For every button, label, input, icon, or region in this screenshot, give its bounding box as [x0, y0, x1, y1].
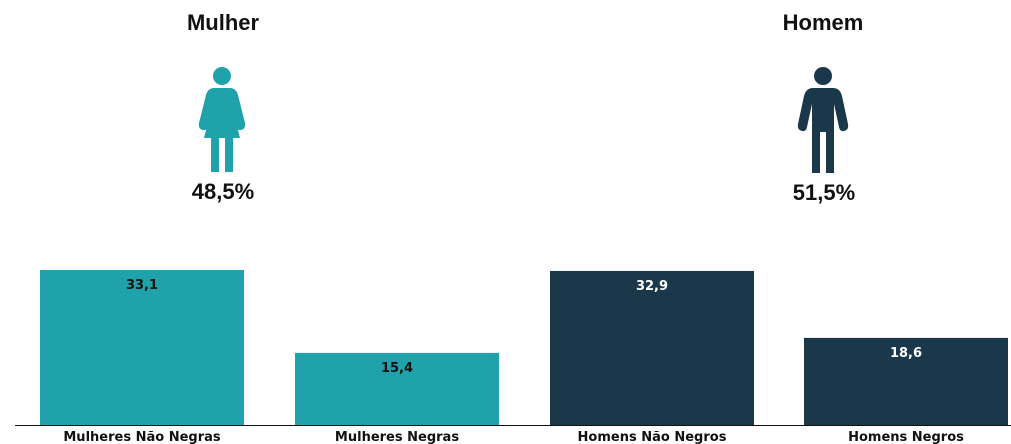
- group-percent-homem: 51,5%: [793, 180, 855, 205]
- category-labels: Mulheres Não Negras Mulheres Negras Homens…: [63, 430, 964, 444]
- bar-value-label-4: 18,6: [890, 346, 922, 361]
- group-title-mulher: Mulher: [187, 10, 260, 35]
- bar-value-label-2: 15,4: [381, 361, 413, 376]
- bar-1: [40, 270, 244, 425]
- bar-4: [804, 337, 1008, 425]
- group-homem: Homem 51,5%: [783, 10, 864, 205]
- group-mulher: Mulher 48,5%: [187, 10, 260, 204]
- category-label-3: Homens Não Negros: [578, 430, 727, 444]
- group-title-homem: Homem: [783, 10, 864, 35]
- woman-icon: [198, 67, 246, 172]
- bar-value-label-1: 33,1: [126, 278, 158, 293]
- category-label-1: Mulheres Não Negras: [63, 430, 221, 444]
- bar-2: [295, 352, 499, 425]
- group-percent-mulher: 48,5%: [192, 179, 254, 204]
- bar-series: 33,1 15,4 32,9 18,6: [40, 270, 1008, 425]
- bar-value-label-3: 32,9: [636, 279, 668, 294]
- man-icon: [797, 67, 849, 173]
- bar-3: [550, 270, 754, 425]
- category-label-2: Mulheres Negras: [335, 430, 459, 444]
- category-label-4: Homens Negros: [848, 430, 964, 444]
